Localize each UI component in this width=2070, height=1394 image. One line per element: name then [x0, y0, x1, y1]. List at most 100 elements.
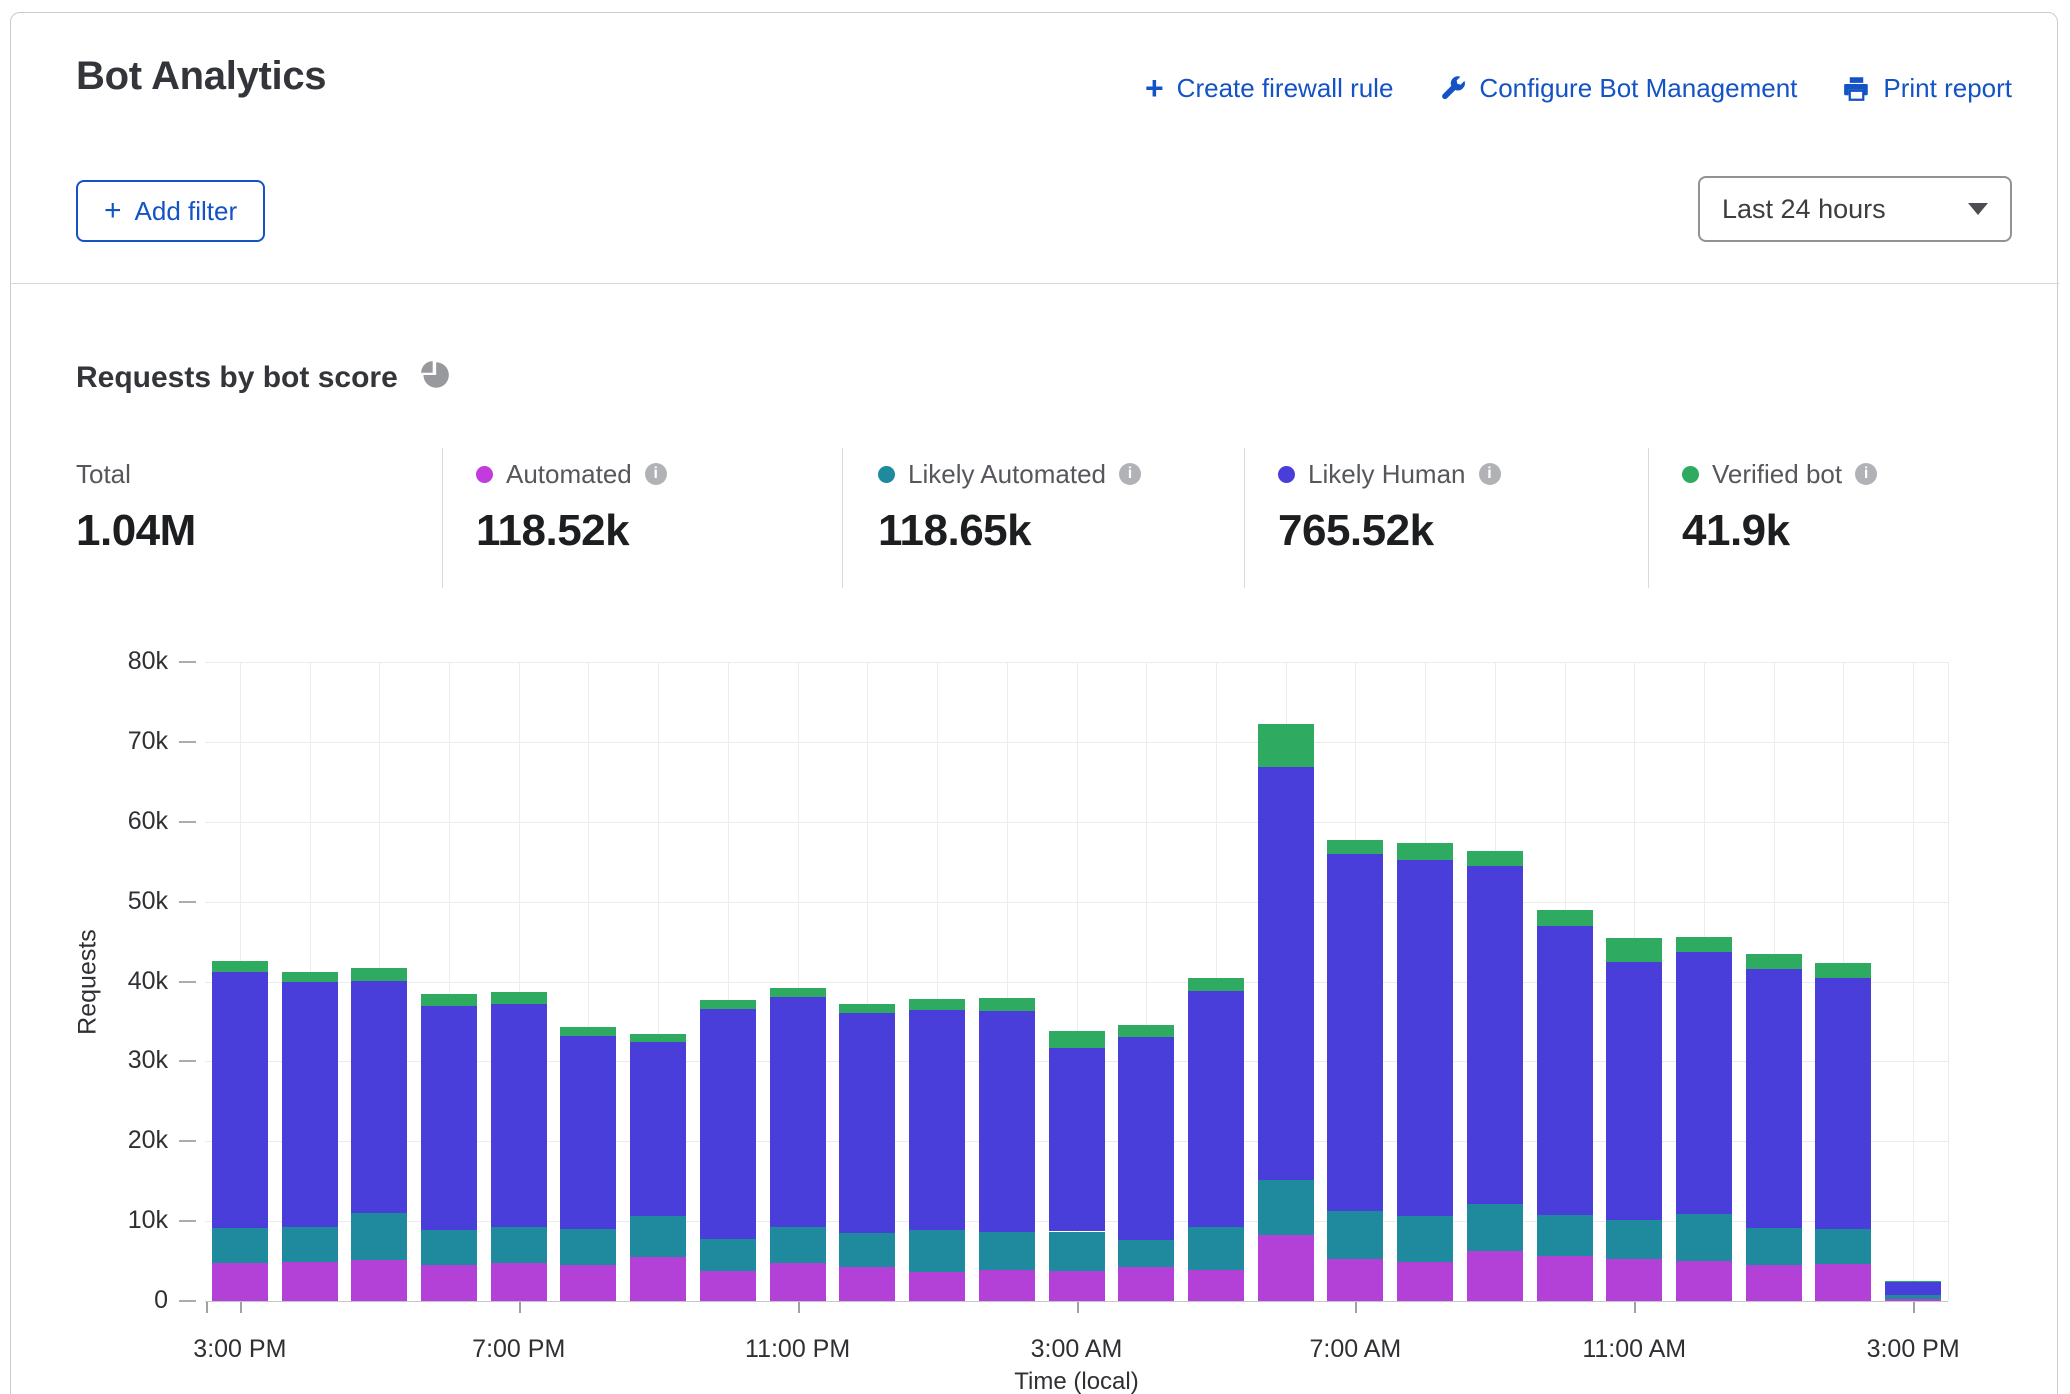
bar-segment-likely-automated[interactable] — [1049, 1232, 1105, 1272]
bar-segment-verified-bot[interactable] — [1537, 910, 1593, 925]
bar-segment-likely-human[interactable] — [1746, 969, 1802, 1228]
bar-segment-likely-human[interactable] — [1885, 1282, 1941, 1296]
bar-segment-verified-bot[interactable] — [1188, 978, 1244, 991]
bar-segment-likely-automated[interactable] — [1397, 1216, 1453, 1262]
configure-bot-management-link[interactable]: Configure Bot Management — [1439, 73, 1797, 104]
bar-segment-likely-human[interactable] — [1049, 1048, 1105, 1232]
bar-segment-likely-automated[interactable] — [421, 1230, 477, 1265]
bar-segment-verified-bot[interactable] — [212, 961, 268, 972]
bar-segment-likely-automated[interactable] — [839, 1233, 895, 1267]
bar-segment-likely-human[interactable] — [1606, 962, 1662, 1220]
info-icon[interactable]: i — [1855, 463, 1877, 485]
bar-segment-likely-automated[interactable] — [1467, 1204, 1523, 1251]
bar-segment-verified-bot[interactable] — [770, 988, 826, 997]
info-icon[interactable]: i — [1479, 463, 1501, 485]
bar-segment-verified-bot[interactable] — [1258, 724, 1314, 768]
bar-segment-automated[interactable] — [1118, 1267, 1174, 1301]
bar-segment-likely-human[interactable] — [421, 1006, 477, 1230]
bar-segment-likely-automated[interactable] — [1327, 1211, 1383, 1259]
bar-segment-verified-bot[interactable] — [1397, 843, 1453, 860]
bar-segment-likely-human[interactable] — [909, 1010, 965, 1230]
bar-segment-likely-automated[interactable] — [282, 1227, 338, 1262]
bar-segment-likely-automated[interactable] — [1815, 1229, 1871, 1264]
bar-segment-likely-human[interactable] — [630, 1042, 686, 1216]
bar-segment-likely-automated[interactable] — [491, 1227, 547, 1263]
info-icon[interactable]: i — [645, 463, 667, 485]
bar-segment-likely-automated[interactable] — [1118, 1240, 1174, 1267]
bar-segment-likely-automated[interactable] — [909, 1230, 965, 1272]
bar-segment-automated[interactable] — [700, 1271, 756, 1301]
create-firewall-rule-link[interactable]: + Create firewall rule — [1145, 72, 1393, 104]
bar-segment-verified-bot[interactable] — [909, 999, 965, 1010]
print-report-link[interactable]: Print report — [1843, 73, 2012, 104]
info-icon[interactable]: i — [1119, 463, 1141, 485]
bar-segment-verified-bot[interactable] — [1676, 937, 1732, 952]
time-range-select[interactable]: Last 24 hours — [1698, 176, 2012, 242]
bar-segment-likely-automated[interactable] — [1537, 1215, 1593, 1257]
bar-segment-verified-bot[interactable] — [1327, 840, 1383, 854]
bar-segment-likely-human[interactable] — [839, 1013, 895, 1233]
bar-segment-automated[interactable] — [491, 1263, 547, 1301]
bar-segment-automated[interactable] — [770, 1263, 826, 1301]
bar-segment-automated[interactable] — [1467, 1251, 1523, 1301]
bar-segment-automated[interactable] — [909, 1272, 965, 1301]
bar-segment-likely-human[interactable] — [1815, 978, 1871, 1229]
bar-segment-likely-automated[interactable] — [351, 1213, 407, 1260]
bar-segment-likely-human[interactable] — [1327, 854, 1383, 1211]
bar-segment-likely-automated[interactable] — [979, 1232, 1035, 1270]
bar-segment-automated[interactable] — [351, 1260, 407, 1301]
bar-segment-automated[interactable] — [1397, 1262, 1453, 1301]
bar-segment-automated[interactable] — [1188, 1270, 1244, 1301]
bar-segment-likely-automated[interactable] — [212, 1228, 268, 1263]
bar-segment-verified-bot[interactable] — [421, 994, 477, 1006]
bar-segment-likely-human[interactable] — [1467, 866, 1523, 1205]
bar-segment-verified-bot[interactable] — [1885, 1281, 1941, 1282]
bar-segment-likely-human[interactable] — [1676, 952, 1732, 1214]
bar-segment-likely-automated[interactable] — [560, 1229, 616, 1265]
bar-segment-automated[interactable] — [839, 1267, 895, 1301]
bar-segment-automated[interactable] — [282, 1262, 338, 1301]
bar-segment-verified-bot[interactable] — [1606, 938, 1662, 963]
bar-segment-automated[interactable] — [979, 1270, 1035, 1301]
bar-segment-likely-automated[interactable] — [1258, 1180, 1314, 1234]
bar-segment-verified-bot[interactable] — [839, 1004, 895, 1014]
bar-segment-verified-bot[interactable] — [1467, 851, 1523, 866]
bar-segment-verified-bot[interactable] — [630, 1034, 686, 1042]
bar-segment-likely-human[interactable] — [351, 981, 407, 1213]
bar-segment-automated[interactable] — [630, 1257, 686, 1301]
bar-segment-automated[interactable] — [1746, 1265, 1802, 1301]
bar-segment-automated[interactable] — [1815, 1264, 1871, 1301]
bar-segment-likely-automated[interactable] — [1188, 1227, 1244, 1270]
bar-segment-likely-human[interactable] — [1118, 1037, 1174, 1240]
bar-segment-likely-automated[interactable] — [1885, 1295, 1941, 1298]
bar-segment-automated[interactable] — [1537, 1256, 1593, 1301]
bar-segment-likely-human[interactable] — [560, 1036, 616, 1229]
bar-segment-automated[interactable] — [1676, 1261, 1732, 1301]
bar-segment-verified-bot[interactable] — [1118, 1025, 1174, 1037]
bar-segment-likely-human[interactable] — [770, 997, 826, 1227]
bar-segment-likely-automated[interactable] — [630, 1216, 686, 1257]
bar-segment-automated[interactable] — [1049, 1271, 1105, 1301]
bar-segment-verified-bot[interactable] — [282, 972, 338, 982]
bar-segment-likely-human[interactable] — [282, 982, 338, 1226]
bar-segment-automated[interactable] — [1606, 1259, 1662, 1301]
bar-segment-likely-human[interactable] — [1537, 926, 1593, 1215]
add-filter-button[interactable]: + Add filter — [76, 180, 265, 242]
bar-segment-likely-automated[interactable] — [1746, 1228, 1802, 1266]
bar-segment-likely-human[interactable] — [1397, 860, 1453, 1216]
bar-segment-automated[interactable] — [212, 1263, 268, 1301]
bar-segment-likely-automated[interactable] — [1606, 1220, 1662, 1258]
bar-segment-likely-human[interactable] — [491, 1004, 547, 1227]
bar-segment-likely-human[interactable] — [700, 1009, 756, 1238]
bar-segment-likely-human[interactable] — [1188, 991, 1244, 1227]
bar-segment-automated[interactable] — [421, 1265, 477, 1301]
bar-segment-verified-bot[interactable] — [351, 968, 407, 981]
bar-segment-automated[interactable] — [1258, 1235, 1314, 1301]
bar-segment-verified-bot[interactable] — [560, 1027, 616, 1036]
bar-segment-likely-automated[interactable] — [700, 1239, 756, 1271]
bar-segment-verified-bot[interactable] — [700, 1000, 756, 1010]
bar-segment-likely-automated[interactable] — [1676, 1214, 1732, 1261]
bar-segment-likely-automated[interactable] — [770, 1227, 826, 1264]
bar-segment-likely-human[interactable] — [979, 1011, 1035, 1232]
bar-segment-verified-bot[interactable] — [1815, 963, 1871, 978]
